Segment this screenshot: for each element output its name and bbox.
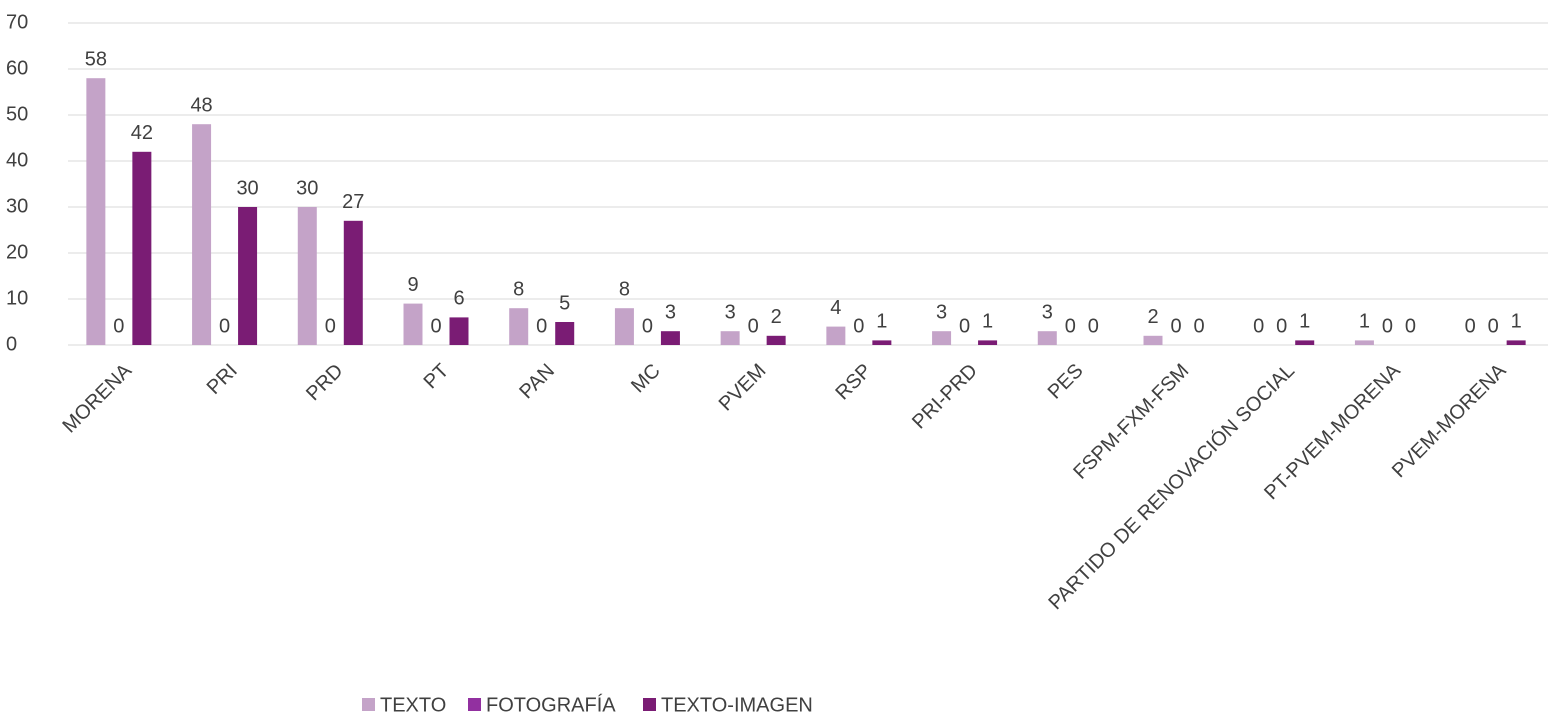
data-label: 0 bbox=[1193, 315, 1204, 337]
data-label: 0 bbox=[1405, 315, 1416, 337]
x-tick-label: PVEM bbox=[715, 360, 771, 416]
data-label: 0 bbox=[1276, 315, 1287, 337]
data-label: 0 bbox=[642, 315, 653, 337]
x-tick-label: RSP bbox=[831, 360, 876, 405]
data-label: 1 bbox=[1299, 311, 1310, 333]
bar bbox=[86, 78, 106, 345]
data-label: 0 bbox=[1065, 315, 1076, 337]
data-label: 0 bbox=[1253, 315, 1264, 337]
legend-swatch bbox=[643, 698, 656, 711]
x-tick-label: PES bbox=[1044, 360, 1088, 404]
bar bbox=[614, 308, 634, 345]
legend-swatch bbox=[362, 698, 375, 711]
x-tick-label: PRI bbox=[203, 360, 242, 399]
data-label: 30 bbox=[236, 177, 258, 199]
y-tick-label: 50 bbox=[6, 103, 28, 125]
data-label: 0 bbox=[748, 315, 759, 337]
y-tick-label: 40 bbox=[6, 149, 28, 171]
x-tick-label: PARTIDO DE RENOVACIÓN SOCIAL bbox=[1044, 359, 1299, 614]
legend-label: TEXTO bbox=[380, 694, 446, 716]
bar bbox=[932, 331, 952, 345]
x-tick-label: PRD bbox=[302, 360, 347, 405]
data-label: 9 bbox=[407, 274, 418, 296]
x-tick-label: PRI-PRD bbox=[908, 360, 982, 434]
y-tick-label: 60 bbox=[6, 57, 28, 79]
bar bbox=[1143, 335, 1163, 345]
y-tick-label: 70 bbox=[6, 11, 28, 33]
data-label: 3 bbox=[725, 301, 736, 323]
data-label: 42 bbox=[131, 122, 153, 144]
data-label: 1 bbox=[876, 311, 887, 333]
data-label: 0 bbox=[113, 315, 124, 337]
data-label: 0 bbox=[1488, 315, 1499, 337]
bar bbox=[132, 151, 152, 345]
data-label: 6 bbox=[453, 288, 464, 310]
bar bbox=[826, 326, 846, 345]
data-label: 58 bbox=[85, 48, 107, 70]
data-label: 0 bbox=[1465, 315, 1476, 337]
bar bbox=[555, 322, 575, 345]
data-label: 0 bbox=[536, 315, 547, 337]
x-tick-label: MC bbox=[627, 360, 665, 398]
data-label: 1 bbox=[1359, 311, 1370, 333]
bar bbox=[192, 124, 212, 345]
bar bbox=[1354, 340, 1374, 345]
x-tick-label: PAN bbox=[515, 360, 559, 404]
data-label: 0 bbox=[1088, 315, 1099, 337]
data-label: 0 bbox=[959, 315, 970, 337]
legend-label: FOTOGRAFÍA bbox=[486, 693, 616, 716]
data-label: 3 bbox=[665, 301, 676, 323]
x-tick-label: MORENA bbox=[58, 359, 136, 437]
data-label: 8 bbox=[619, 278, 630, 300]
data-label: 0 bbox=[325, 315, 336, 337]
y-tick-label: 10 bbox=[6, 287, 28, 309]
bar bbox=[403, 303, 423, 345]
y-tick-label: 20 bbox=[6, 241, 28, 263]
bar bbox=[1037, 331, 1057, 345]
data-label: 8 bbox=[513, 278, 524, 300]
data-label: 1 bbox=[1511, 311, 1522, 333]
data-label: 0 bbox=[853, 315, 864, 337]
x-tick-label: FSPM-FXM-FSM bbox=[1069, 360, 1193, 484]
data-label: 27 bbox=[342, 191, 364, 213]
bar bbox=[978, 340, 998, 345]
y-tick-label: 30 bbox=[6, 195, 28, 217]
y-tick-label: 0 bbox=[6, 333, 17, 355]
bar bbox=[343, 220, 363, 345]
bar bbox=[720, 331, 740, 345]
data-label: 3 bbox=[1042, 301, 1053, 323]
x-tick-label: PVEM-MORENA bbox=[1388, 359, 1511, 482]
data-label: 2 bbox=[771, 306, 782, 328]
data-label: 0 bbox=[219, 315, 230, 337]
data-label: 48 bbox=[190, 94, 212, 116]
data-label: 1 bbox=[982, 311, 993, 333]
legend-label: TEXTO-IMAGEN bbox=[661, 694, 813, 716]
x-tick-label: PT bbox=[420, 360, 454, 394]
data-label: 0 bbox=[1382, 315, 1393, 337]
bar bbox=[766, 335, 786, 345]
legend-swatch bbox=[468, 698, 481, 711]
bar bbox=[449, 317, 469, 345]
data-label: 0 bbox=[1170, 315, 1181, 337]
bar bbox=[1506, 340, 1526, 345]
data-label: 3 bbox=[936, 301, 947, 323]
bar bbox=[1295, 340, 1315, 345]
data-label: 30 bbox=[296, 177, 318, 199]
bar bbox=[660, 331, 680, 345]
bar bbox=[297, 207, 317, 345]
data-label: 2 bbox=[1147, 306, 1158, 328]
bar bbox=[509, 308, 529, 345]
data-label: 5 bbox=[559, 292, 570, 314]
data-label: 0 bbox=[430, 315, 441, 337]
data-label: 4 bbox=[830, 297, 841, 319]
bar bbox=[872, 340, 892, 345]
bar bbox=[238, 207, 258, 345]
